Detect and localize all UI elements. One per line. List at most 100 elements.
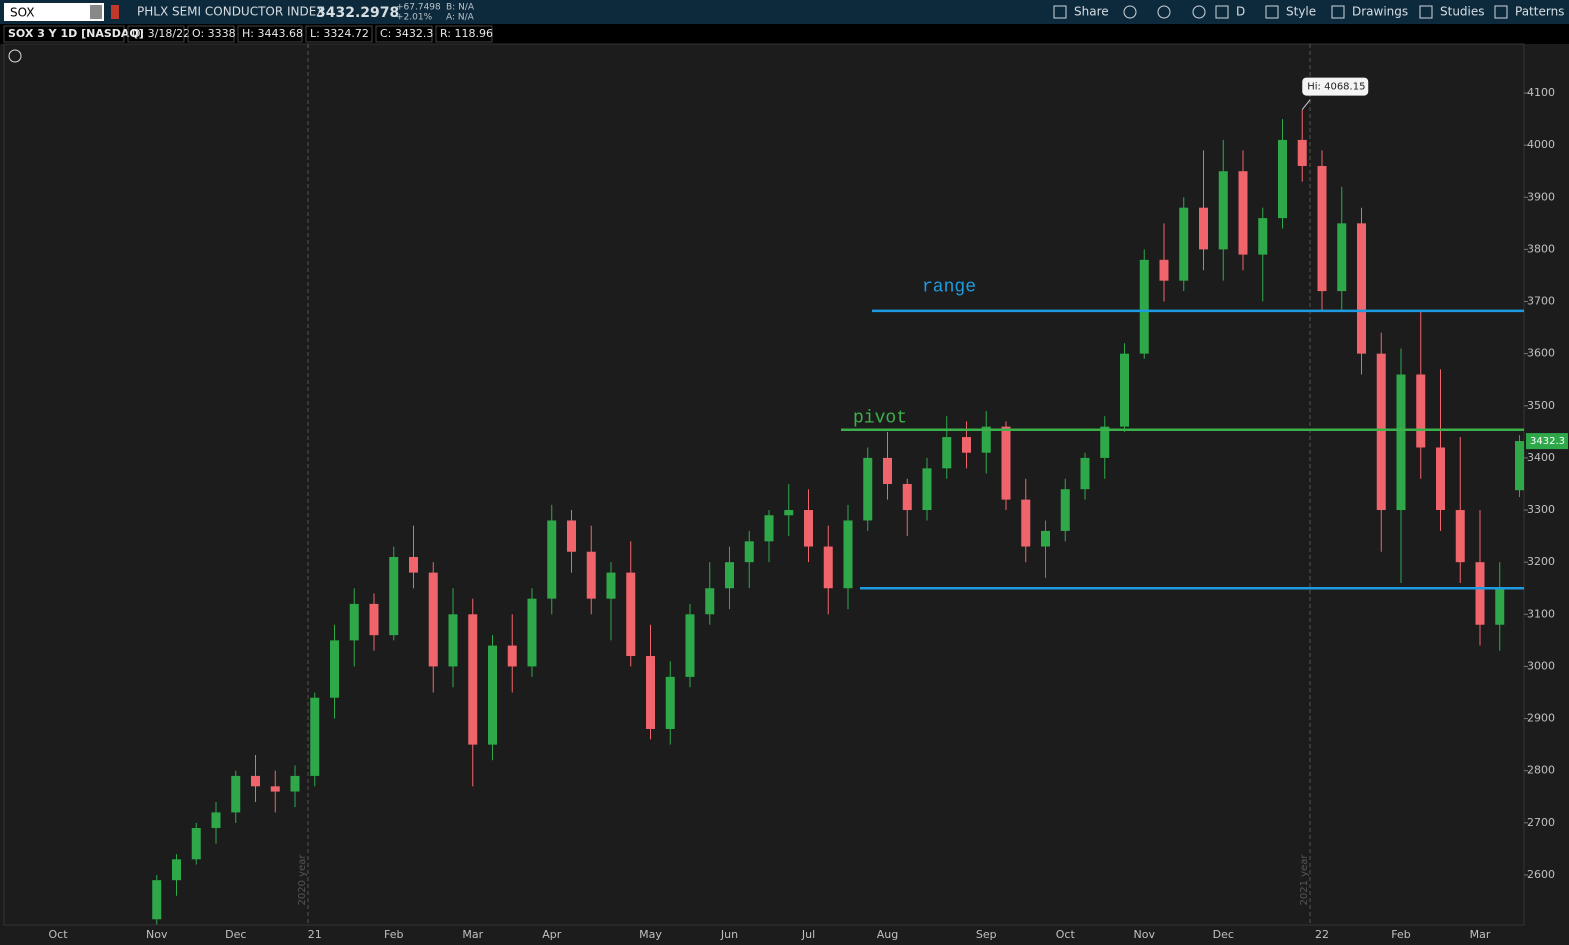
candle-body xyxy=(1120,353,1129,427)
candle-body xyxy=(606,572,616,599)
level-label: pivot xyxy=(853,409,907,429)
candle-body xyxy=(981,426,991,453)
candle-body xyxy=(1199,207,1208,250)
x-tick-label: Aug xyxy=(877,928,898,941)
alert-icon[interactable] xyxy=(8,49,22,63)
button[interactable]: Studies xyxy=(1440,5,1485,19)
candle-body xyxy=(409,556,418,573)
candle-body xyxy=(310,697,320,776)
y-tick-label: 4100 xyxy=(1527,86,1555,99)
y-tick-label: 3700 xyxy=(1527,295,1555,308)
candle-body xyxy=(1455,510,1465,563)
dropdown[interactable] xyxy=(90,5,102,19)
candle-body xyxy=(1021,499,1031,547)
button[interactable]: D xyxy=(1236,5,1245,19)
bid: B: N/A xyxy=(446,3,475,13)
info-item: O: 3338 xyxy=(192,27,236,40)
candle-body xyxy=(270,786,280,792)
y-tick-label: 3400 xyxy=(1527,451,1555,464)
x-tick-label: 22 xyxy=(1315,928,1329,941)
candle-body xyxy=(1139,259,1149,354)
x-tick-label: May xyxy=(639,928,662,941)
candle-body xyxy=(665,676,675,729)
candle-body xyxy=(922,468,932,511)
candle-body xyxy=(527,598,537,667)
toolbar xyxy=(0,0,1569,24)
candle-body xyxy=(1218,171,1228,250)
button-icon[interactable] xyxy=(1215,5,1229,19)
info-item: D: 3/18/22 xyxy=(132,27,190,40)
candle-body xyxy=(1100,426,1110,458)
annotation-box xyxy=(1302,77,1369,96)
y-tick-label: 2600 xyxy=(1527,868,1555,881)
candle-body xyxy=(685,614,695,677)
info-item: H: 3443.68 xyxy=(242,27,303,40)
candle-body xyxy=(1080,457,1090,490)
symbol: SOX xyxy=(10,6,35,20)
candle-body xyxy=(962,437,971,453)
info-box xyxy=(375,25,433,43)
x-tick-label: Dec xyxy=(1213,928,1234,941)
candle-body xyxy=(369,603,379,636)
candle-body xyxy=(507,645,517,667)
candle-body xyxy=(428,572,438,667)
candle-body xyxy=(349,603,359,641)
price-tag xyxy=(1526,433,1568,450)
candle-body xyxy=(942,437,952,469)
y-tick-label: 3800 xyxy=(1527,242,1555,255)
candle-body xyxy=(744,541,754,563)
candle-body xyxy=(231,775,241,813)
candle-body xyxy=(863,457,873,521)
info-box xyxy=(237,25,303,43)
tool-icon[interactable] xyxy=(1123,5,1137,19)
change: +67.7498 xyxy=(396,3,441,13)
button-icon[interactable] xyxy=(1265,5,1279,19)
candle-body xyxy=(902,483,912,511)
candle-body xyxy=(1179,207,1189,281)
x-tick-label: Mar xyxy=(462,928,483,941)
candle-body xyxy=(547,520,557,599)
info-item: R: 118.96 xyxy=(440,27,493,40)
last: 3432.2978 xyxy=(316,5,399,21)
candle-body xyxy=(448,614,458,667)
button-icon[interactable] xyxy=(1419,5,1433,19)
info-item: L: 3324.72 xyxy=(310,27,369,40)
button-icon[interactable] xyxy=(1331,5,1345,19)
info-box xyxy=(3,25,125,43)
tool-icon[interactable] xyxy=(1192,5,1206,19)
y-tick-label: 3000 xyxy=(1527,659,1555,672)
info-items: SOX 3 Y 1D [NASDAQ]D: 3/18/22 O: 3338 H: 3… xyxy=(3,25,493,43)
x-tick-label: Dec xyxy=(225,928,246,941)
level-label: range xyxy=(922,278,976,298)
button[interactable]: Drawings xyxy=(1352,5,1408,19)
button[interactable]: Style xyxy=(1286,5,1316,19)
button[interactable]: Share xyxy=(1074,5,1109,19)
candle-body xyxy=(1495,588,1505,625)
info-bar xyxy=(0,24,1569,44)
candle-body xyxy=(823,546,833,589)
tool-icon[interactable] xyxy=(1157,5,1171,19)
x-tick-label: Oct xyxy=(48,928,68,941)
x-tick-label: Mar xyxy=(1470,928,1491,941)
candle-body xyxy=(152,880,162,920)
candle-body xyxy=(330,640,339,698)
info-box xyxy=(187,25,235,43)
toolbar-buttons: Share D Style Drawings Studies Patterns xyxy=(1053,5,1564,19)
candle-body xyxy=(626,572,636,657)
y-tick-label: 2900 xyxy=(1527,712,1555,725)
candle-body xyxy=(290,775,300,792)
candle-body xyxy=(1041,530,1050,547)
candle-body xyxy=(1515,441,1524,491)
x-tick-label: Nov xyxy=(1134,928,1156,941)
candle-body xyxy=(1297,139,1307,166)
button[interactable]: Patterns xyxy=(1515,5,1564,19)
button-icon[interactable] xyxy=(1053,5,1067,19)
info-item: C: 3432.3 xyxy=(380,27,433,40)
x-tick-label: Nov xyxy=(146,928,168,941)
chart: 2600 2700 2800 2900 3000 3100 3200 3300 3400 3500… xyxy=(48,77,1568,941)
candle-body xyxy=(1258,218,1268,255)
symbol-box[interactable] xyxy=(4,3,104,21)
button-icon[interactable] xyxy=(1494,5,1508,19)
y-tick-label: 3500 xyxy=(1527,399,1555,412)
